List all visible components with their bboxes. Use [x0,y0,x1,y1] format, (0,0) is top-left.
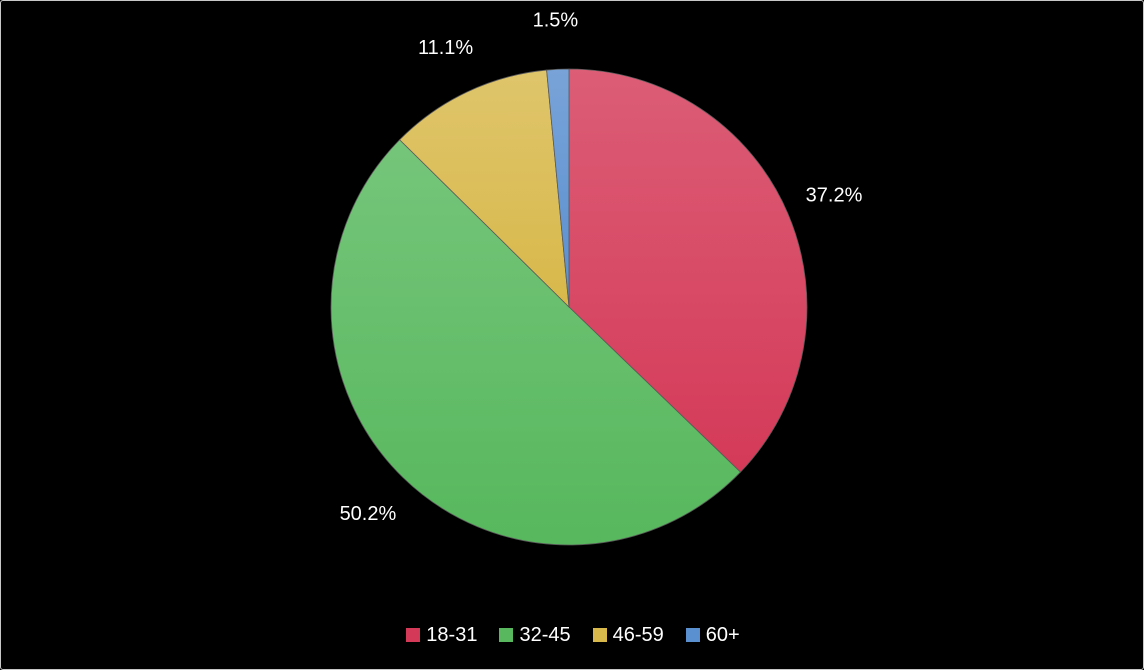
legend-item-32-45: 32-45 [499,623,571,647]
pie-slices [330,68,808,546]
legend-item-46-59: 46-59 [592,623,664,647]
legend-swatch [685,628,700,642]
slice-value-label: 1.5% [533,9,579,31]
legend-swatch [592,628,607,642]
legend-item-60-plus: 60+ [685,623,740,647]
legend-label: 18-31 [426,623,478,646]
slice-value-label: 50.2% [340,503,397,525]
slice-value-label: 37.2% [806,184,863,206]
legend-swatch [499,628,514,642]
pie-slice-60-plus [546,68,570,308]
legend-label: 60+ [705,623,740,646]
pie-slice-32-45 [330,139,742,546]
legend-swatch [406,628,421,642]
slice-value-label: 11.1% [418,37,473,59]
pie-labels: 37.2% 50.2% 11.1% 1.5% [340,9,863,525]
legend-label: 32-45 [519,623,571,646]
legend: 18-31 32-45 46-59 60+ [1,621,1144,649]
legend-label: 46-59 [612,623,664,646]
pie-slice-46-59 [399,69,570,309]
pie-slice-18-31 [568,68,808,473]
legend-item-18-31: 18-31 [406,624,477,647]
pie-chart: 37.2% 50.2% 11.1% 1.5% [330,9,863,546]
